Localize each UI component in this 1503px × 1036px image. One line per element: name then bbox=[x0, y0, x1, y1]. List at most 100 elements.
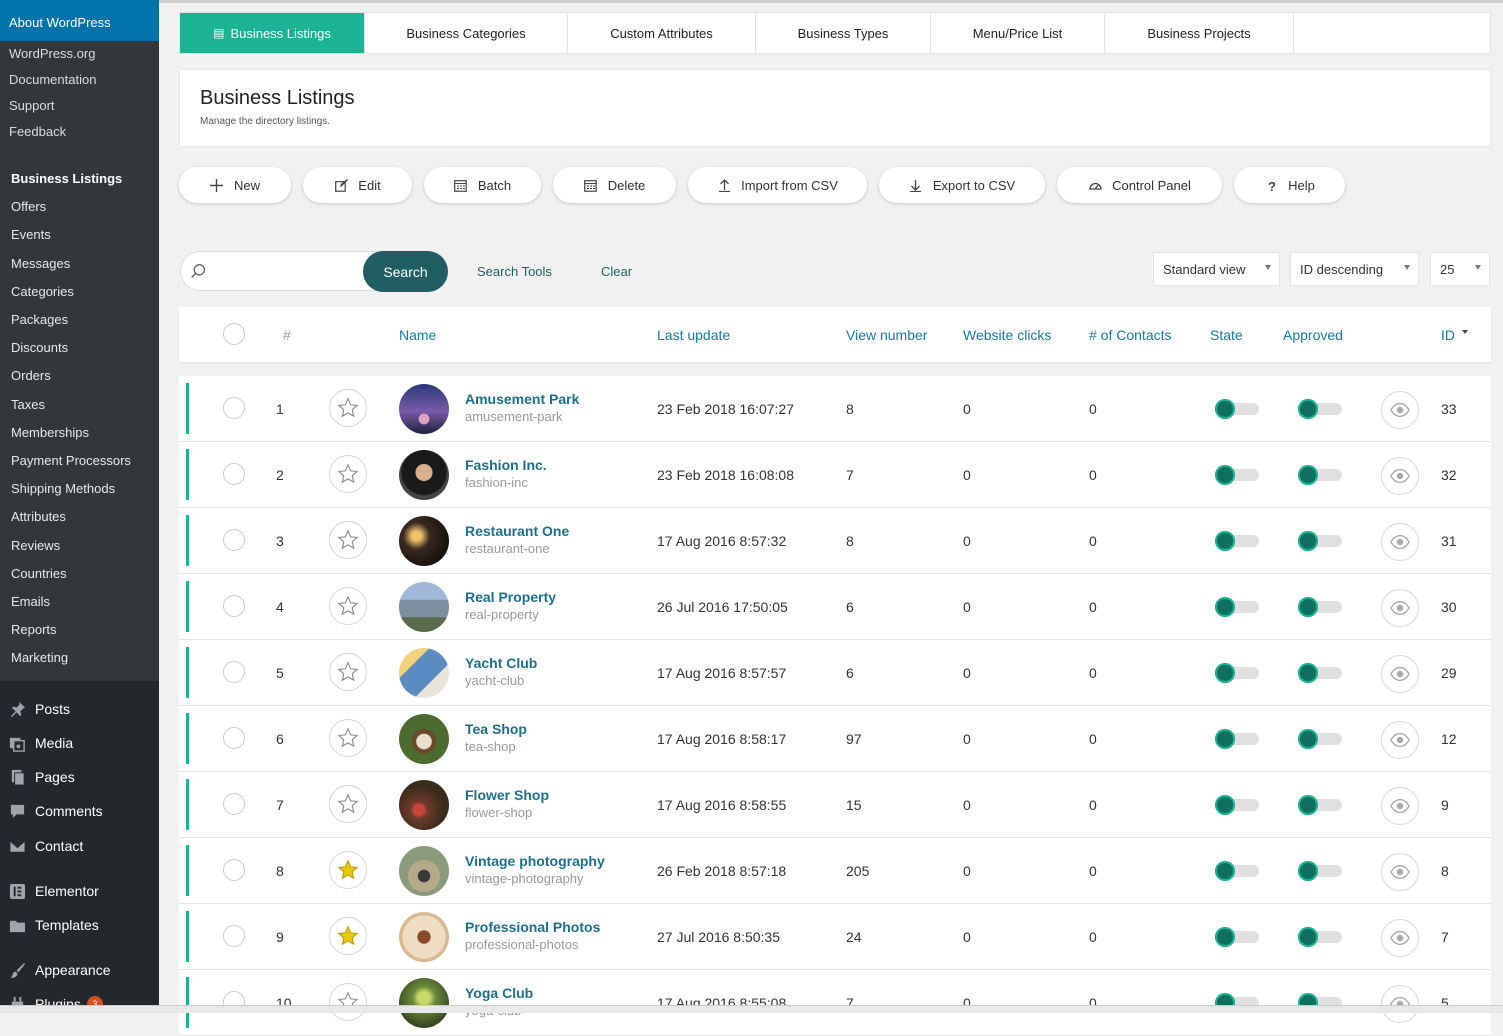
menu-item-posts[interactable]: Posts bbox=[0, 694, 159, 724]
submenu-item-countries[interactable]: Countries bbox=[11, 565, 67, 581]
tab-business-listings[interactable]: ▤ Business Listings bbox=[180, 13, 365, 53]
row-checkbox[interactable] bbox=[223, 859, 245, 881]
submenu-item-marketing[interactable]: Marketing bbox=[11, 650, 69, 666]
submenu-item-business-listings[interactable]: Business Listings bbox=[11, 171, 123, 186]
menu-item-contact[interactable]: Contact bbox=[0, 831, 159, 861]
column-contacts[interactable]: # of Contacts bbox=[1089, 327, 1172, 343]
state-toggle[interactable] bbox=[1215, 597, 1261, 617]
submenu-item-emails[interactable]: Emails bbox=[11, 594, 51, 609]
control-panel-button[interactable]: Control Panel bbox=[1057, 167, 1222, 203]
listing-name-link[interactable]: Restaurant One bbox=[465, 523, 570, 539]
submenu-item-reports[interactable]: Reports bbox=[11, 622, 57, 638]
ordering-select[interactable]: ID descending bbox=[1290, 252, 1419, 286]
preview-button[interactable] bbox=[1381, 655, 1419, 693]
approved-toggle[interactable] bbox=[1298, 465, 1344, 485]
state-toggle[interactable] bbox=[1215, 465, 1261, 485]
state-toggle[interactable] bbox=[1215, 927, 1261, 947]
featured-toggle[interactable] bbox=[329, 389, 367, 427]
featured-toggle[interactable] bbox=[329, 851, 367, 889]
table-row[interactable]: 5 Yacht Club yacht-club 17 Aug 2016 8:57:57… bbox=[179, 640, 1491, 706]
column-approved[interactable]: Approved bbox=[1283, 327, 1343, 343]
row-checkbox[interactable] bbox=[223, 397, 245, 419]
menu-item-media[interactable]: Media bbox=[0, 728, 159, 758]
listing-name-link[interactable]: Yoga Club bbox=[465, 985, 534, 1001]
search-tools-link[interactable]: Search Tools bbox=[477, 264, 552, 279]
listing-thumbnail[interactable] bbox=[399, 714, 449, 764]
preview-button[interactable] bbox=[1381, 985, 1419, 1023]
listing-thumbnail[interactable] bbox=[399, 648, 449, 698]
featured-toggle[interactable] bbox=[329, 719, 367, 757]
submenu-item-discounts[interactable]: Discounts bbox=[11, 340, 69, 356]
listing-thumbnail[interactable] bbox=[399, 978, 449, 1028]
listing-thumbnail[interactable] bbox=[399, 846, 449, 896]
submenu-item-events[interactable]: Events bbox=[11, 227, 51, 243]
state-toggle[interactable] bbox=[1215, 399, 1261, 419]
search-button[interactable]: Search bbox=[363, 251, 448, 292]
preview-button[interactable] bbox=[1381, 391, 1419, 429]
about-link-documentation[interactable]: Documentation bbox=[9, 72, 97, 87]
import-from-csv-button[interactable]: Import from CSV bbox=[688, 167, 867, 203]
tab-menu-price-list[interactable]: Menu/Price List bbox=[931, 13, 1105, 53]
submenu-item-packages[interactable]: Packages bbox=[11, 312, 69, 327]
listing-thumbnail[interactable] bbox=[399, 384, 449, 434]
listing-name-link[interactable]: Real Property bbox=[465, 589, 557, 605]
submenu-item-shipping-methods[interactable]: Shipping Methods bbox=[11, 481, 116, 497]
approved-toggle[interactable] bbox=[1298, 795, 1344, 815]
table-row[interactable]: 9 Professional Photos professional-photos 2… bbox=[179, 904, 1491, 970]
approved-toggle[interactable] bbox=[1298, 729, 1344, 749]
column-last-update[interactable]: Last update bbox=[657, 327, 731, 343]
approved-toggle[interactable] bbox=[1298, 663, 1344, 683]
listing-name-link[interactable]: Professional Photos bbox=[465, 919, 601, 935]
preview-button[interactable] bbox=[1381, 787, 1419, 825]
search-field[interactable] bbox=[180, 251, 380, 291]
edit-button[interactable]: Edit bbox=[303, 167, 412, 203]
submenu-item-offers[interactable]: Offers bbox=[11, 199, 47, 215]
featured-toggle[interactable] bbox=[329, 455, 367, 493]
delete-button[interactable]: Delete bbox=[553, 167, 676, 203]
new-button[interactable]: New bbox=[179, 167, 291, 203]
column-id[interactable]: ID bbox=[1441, 327, 1468, 343]
menu-item-comments[interactable]: Comments bbox=[0, 796, 159, 826]
table-row[interactable]: 8 Vintage photography vintage-photography 2… bbox=[179, 838, 1491, 904]
preview-button[interactable] bbox=[1381, 721, 1419, 759]
row-checkbox[interactable] bbox=[223, 925, 245, 947]
help-button[interactable]: ? Help bbox=[1234, 167, 1345, 203]
submenu-item-memberships[interactable]: Memberships bbox=[11, 424, 90, 440]
listing-name-link[interactable]: Fashion Inc. bbox=[465, 457, 547, 473]
tab-business-categories[interactable]: Business Categories bbox=[365, 13, 568, 53]
select-all-checkbox[interactable] bbox=[223, 323, 245, 345]
state-toggle[interactable] bbox=[1215, 531, 1261, 551]
about-wordpress-link[interactable]: About WordPress bbox=[0, 0, 159, 41]
search-input[interactable] bbox=[215, 260, 359, 284]
listing-name-link[interactable]: Yacht Club bbox=[465, 655, 538, 671]
featured-toggle[interactable] bbox=[329, 917, 367, 955]
column-view-number[interactable]: View number bbox=[846, 327, 928, 343]
featured-toggle[interactable] bbox=[329, 521, 367, 559]
preview-button[interactable] bbox=[1381, 523, 1419, 561]
approved-toggle[interactable] bbox=[1298, 399, 1344, 419]
tab-custom-attributes[interactable]: Custom Attributes bbox=[568, 13, 756, 53]
menu-item-templates[interactable]: Templates bbox=[0, 910, 159, 940]
approved-toggle[interactable] bbox=[1298, 597, 1344, 617]
listing-thumbnail[interactable] bbox=[399, 450, 449, 500]
listing-thumbnail[interactable] bbox=[399, 912, 449, 962]
table-row[interactable]: 6 Tea Shop tea-shop 17 Aug 2016 8:58:17 97 0 0… bbox=[179, 706, 1491, 772]
state-toggle[interactable] bbox=[1215, 861, 1261, 881]
menu-item-pages[interactable]: Pages bbox=[0, 762, 159, 792]
preview-button[interactable] bbox=[1381, 457, 1419, 495]
about-link-feedback[interactable]: Feedback bbox=[9, 124, 67, 139]
view-select[interactable]: Standard view bbox=[1153, 252, 1280, 286]
listing-name-link[interactable]: Flower Shop bbox=[465, 787, 549, 803]
about-link-support[interactable]: Support bbox=[9, 98, 55, 113]
table-row[interactable]: 2 Fashion Inc. fashion-inc 23 Feb 2018 16:0… bbox=[179, 442, 1491, 508]
featured-toggle[interactable] bbox=[329, 983, 367, 1021]
submenu-item-taxes[interactable]: Taxes bbox=[11, 396, 45, 412]
menu-item-elementor[interactable]: Elementor bbox=[0, 876, 159, 906]
row-checkbox[interactable] bbox=[223, 793, 245, 815]
clear-link[interactable]: Clear bbox=[601, 264, 633, 279]
limit-select[interactable]: 25 bbox=[1430, 252, 1490, 286]
row-checkbox[interactable] bbox=[223, 463, 245, 485]
preview-button[interactable] bbox=[1381, 919, 1419, 957]
export-to-csv-button[interactable]: Export to CSV bbox=[879, 167, 1045, 203]
